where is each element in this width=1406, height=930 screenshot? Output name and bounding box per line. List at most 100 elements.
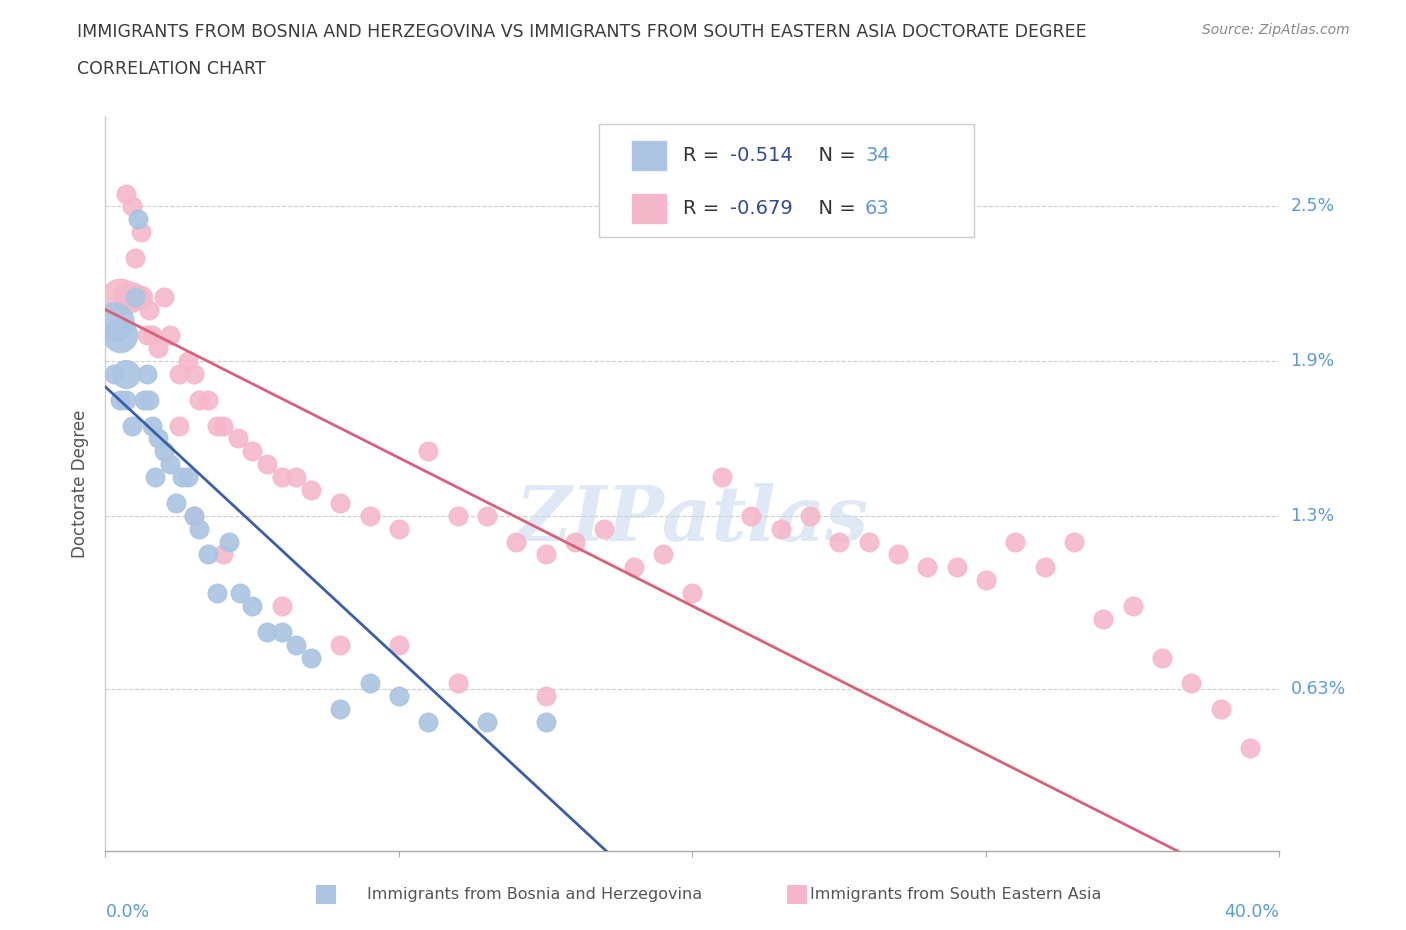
Point (167, 366, 190, 381)
Point (1063, 534, 1085, 549)
Point (388, 689, 411, 704)
Text: Immigrants from Bosnia and Herzegovina: Immigrants from Bosnia and Herzegovina (367, 887, 702, 902)
Point (167, 418, 190, 433)
Point (534, 714, 557, 729)
Point (299, 650, 322, 665)
Point (170, 470, 193, 485)
Point (256, 624, 278, 639)
Text: 0.0%: 0.0% (105, 902, 149, 921)
FancyBboxPatch shape (631, 193, 666, 223)
Point (329, 702, 352, 717)
Point (124, 250, 146, 265)
Point (974, 573, 997, 588)
Text: Source: ZipAtlas.com: Source: ZipAtlas.com (1202, 23, 1350, 37)
FancyBboxPatch shape (599, 124, 974, 237)
Point (118, 289, 141, 304)
Point (121, 199, 143, 214)
Point (828, 534, 851, 549)
Text: N =: N = (806, 146, 862, 165)
Point (475, 509, 498, 524)
Text: R =: R = (683, 146, 725, 165)
Text: 34: 34 (865, 146, 890, 165)
Point (115, 392, 138, 407)
Point (740, 509, 762, 524)
Text: N =: N = (806, 199, 862, 218)
Point (887, 547, 910, 562)
Point (183, 366, 205, 381)
Point (240, 444, 263, 458)
Point (153, 289, 176, 304)
Point (176, 353, 198, 368)
Point (534, 689, 557, 704)
Point (623, 560, 645, 575)
Point (593, 522, 616, 537)
Point (121, 418, 143, 433)
Point (447, 676, 470, 691)
Point (256, 457, 278, 472)
Text: CORRELATION CHART: CORRELATION CHART (77, 60, 266, 78)
Point (1122, 599, 1144, 614)
Point (329, 637, 352, 652)
Text: 40.0%: 40.0% (1225, 902, 1279, 921)
Point (359, 676, 381, 691)
Point (1033, 560, 1056, 575)
Point (148, 431, 170, 445)
Text: IMMIGRANTS FROM BOSNIA AND HERZEGOVINA VS IMMIGRANTS FROM SOUTH EASTERN ASIA DOC: IMMIGRANTS FROM BOSNIA AND HERZEGOVINA V… (77, 23, 1087, 41)
Y-axis label: Doctorate Degree: Doctorate Degree (72, 409, 90, 558)
Point (769, 522, 792, 537)
Point (682, 586, 704, 601)
Point (388, 522, 411, 537)
Point (205, 586, 228, 601)
Point (159, 457, 181, 472)
Point (103, 366, 125, 381)
Point (917, 560, 939, 575)
Point (205, 418, 228, 433)
Point (129, 289, 152, 304)
Point (153, 444, 176, 458)
Text: 63: 63 (865, 199, 890, 218)
Point (240, 599, 263, 614)
Point (388, 637, 411, 652)
Point (1150, 650, 1173, 665)
Point (475, 714, 498, 729)
Point (710, 470, 733, 485)
Point (138, 302, 160, 317)
Point (285, 470, 308, 485)
Text: R =: R = (683, 199, 725, 218)
Point (165, 496, 187, 511)
Point (447, 509, 470, 524)
Point (299, 483, 322, 498)
Point (143, 470, 166, 485)
Point (135, 328, 157, 343)
Point (124, 289, 146, 304)
Point (229, 586, 252, 601)
Point (183, 509, 205, 524)
Point (197, 392, 219, 407)
Point (197, 547, 219, 562)
Point (418, 714, 440, 729)
Point (1209, 702, 1232, 717)
Point (124, 289, 146, 304)
Point (135, 366, 157, 381)
Point (858, 534, 880, 549)
Text: 1.3%: 1.3% (1291, 507, 1334, 525)
Point (183, 509, 205, 524)
Point (270, 624, 292, 639)
Point (270, 470, 292, 485)
Point (1180, 676, 1202, 691)
Point (176, 470, 198, 485)
Point (108, 392, 131, 407)
Point (1004, 534, 1026, 549)
Point (188, 392, 211, 407)
Point (226, 431, 249, 445)
Point (505, 534, 527, 549)
Point (218, 534, 240, 549)
Point (141, 328, 163, 343)
Point (211, 547, 233, 562)
Point (103, 315, 125, 330)
Text: 0.63%: 0.63% (1291, 680, 1346, 698)
Point (1239, 740, 1261, 755)
Point (108, 328, 131, 343)
Point (285, 637, 308, 652)
Text: 1.9%: 1.9% (1291, 352, 1334, 370)
